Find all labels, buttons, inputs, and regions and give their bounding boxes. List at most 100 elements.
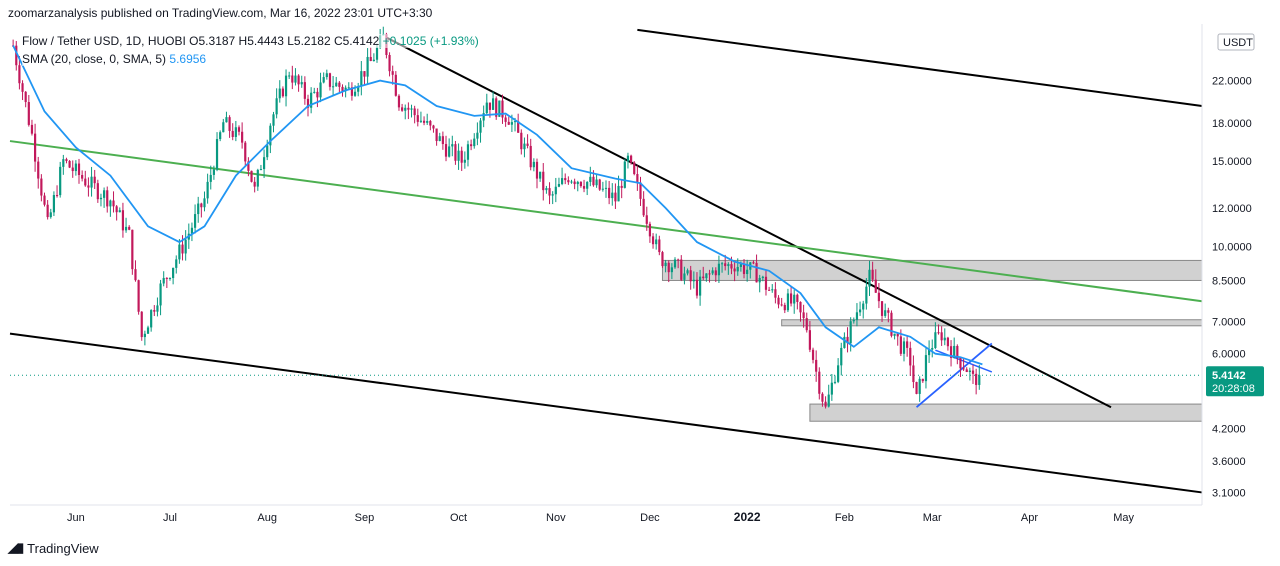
candle-body xyxy=(106,190,109,207)
candle-body xyxy=(429,121,432,126)
candle-body xyxy=(965,369,968,373)
candle-body xyxy=(84,178,87,186)
candle-body xyxy=(310,92,313,108)
last-price-badge xyxy=(1206,366,1264,397)
candle-body xyxy=(350,87,354,96)
candle-body xyxy=(554,186,557,195)
time-tick-label: Dec xyxy=(640,512,660,524)
candle-body xyxy=(175,259,178,268)
candle-body xyxy=(890,312,893,336)
candle-body xyxy=(959,357,962,369)
candle-body xyxy=(71,167,74,172)
candle-body xyxy=(266,145,269,158)
candle-body xyxy=(636,174,639,183)
candle-body xyxy=(21,83,24,92)
candle-body xyxy=(52,195,56,213)
candle-body xyxy=(645,215,648,224)
candle-body xyxy=(441,136,444,145)
candle-body xyxy=(840,347,843,366)
candle-body xyxy=(805,318,808,331)
candle-body xyxy=(884,310,887,316)
candle-body xyxy=(231,130,234,137)
candle-body xyxy=(573,181,576,185)
candle-body xyxy=(319,82,322,98)
candle-body xyxy=(300,82,303,85)
candle-body xyxy=(65,159,68,161)
time-tick-label: Apr xyxy=(1021,512,1038,524)
candle-body xyxy=(648,223,652,237)
candle-body xyxy=(43,195,46,205)
candle-body xyxy=(96,183,99,200)
candle-body xyxy=(589,176,592,182)
candle-body xyxy=(397,95,401,108)
candle-body xyxy=(768,289,771,291)
candle-body xyxy=(369,56,372,61)
candle-body xyxy=(413,108,416,116)
candle-body xyxy=(68,160,71,168)
support-zone-3 xyxy=(809,403,1203,422)
candle-body xyxy=(325,73,328,78)
candle-body xyxy=(780,304,783,306)
candle-body xyxy=(303,82,306,99)
candle-body xyxy=(943,337,946,341)
candle-body xyxy=(717,263,721,276)
candle-body xyxy=(579,181,583,187)
candle-body xyxy=(118,210,121,213)
candle-body xyxy=(81,175,84,179)
candle-body xyxy=(247,161,250,171)
candle-body xyxy=(435,128,438,142)
candle-body xyxy=(651,236,655,245)
candle-body xyxy=(190,227,194,234)
candle-body xyxy=(140,311,143,338)
price-tick-label: 4.2000 xyxy=(1212,424,1246,436)
candle-body xyxy=(33,133,37,162)
candle-body xyxy=(670,267,673,273)
candle-body xyxy=(880,301,884,316)
candle-body xyxy=(30,124,34,134)
candle-body xyxy=(366,56,369,77)
legend-sma-value: 5.6956 xyxy=(169,52,207,66)
candle-body xyxy=(444,144,448,157)
candle-body xyxy=(818,371,821,394)
candle-body xyxy=(331,86,335,88)
candle-body xyxy=(272,114,275,126)
candle-body xyxy=(394,74,397,96)
candle-body xyxy=(422,120,426,123)
candle-body xyxy=(702,276,705,279)
candle-body xyxy=(871,269,874,280)
candle-body xyxy=(586,181,589,189)
price-chart[interactable]: 22.0000 18.0000 15.0000 12.0000 10.0000 8.500… xyxy=(0,24,1280,529)
candle-body xyxy=(212,169,215,175)
candle-body xyxy=(865,286,868,304)
candle-body xyxy=(156,305,159,312)
candle-body xyxy=(940,332,943,341)
candle-body xyxy=(699,276,702,296)
publisher-line: zoomarzanalysis published on TradingView… xyxy=(8,6,433,20)
candle-body xyxy=(513,121,517,123)
candle-body xyxy=(736,266,739,272)
candle-body xyxy=(172,267,175,279)
candle-body xyxy=(197,203,200,215)
candle-body xyxy=(275,98,278,115)
candle-body xyxy=(705,273,708,279)
candle-body xyxy=(470,144,473,147)
candle-body xyxy=(739,264,742,267)
candle-body xyxy=(162,277,165,284)
candle-body xyxy=(601,188,604,190)
candle-body xyxy=(134,269,137,281)
candle-body xyxy=(438,136,441,142)
candle-body xyxy=(633,162,636,175)
candle-body xyxy=(278,88,281,99)
candle-body xyxy=(372,59,375,61)
candle-body xyxy=(567,180,570,183)
candle-body xyxy=(49,212,52,218)
candle-body xyxy=(131,229,134,270)
candle-body xyxy=(623,161,626,188)
candle-body xyxy=(24,91,27,103)
candle-body xyxy=(501,100,504,118)
time-tick-label: Jul xyxy=(163,512,177,524)
candle-body xyxy=(244,142,247,162)
candle-body xyxy=(184,239,187,254)
candle-body xyxy=(893,333,896,336)
candle-body xyxy=(542,171,545,191)
